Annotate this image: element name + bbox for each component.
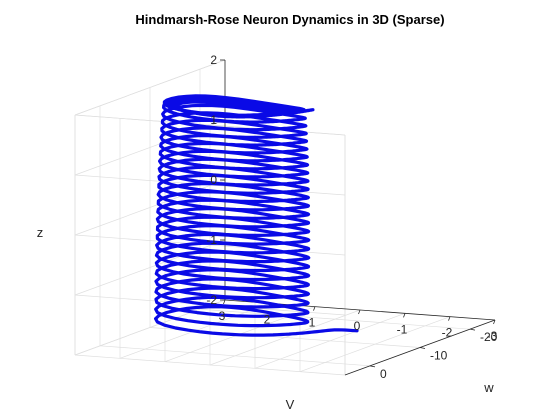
x-tick-label: 1 (309, 316, 316, 330)
x-tick-mark (313, 306, 316, 311)
chart-title: Hindmarsh-Rose Neuron Dynamics in 3D (Sp… (135, 12, 444, 27)
y-tick-label: -10 (430, 349, 448, 363)
y-tick-mark (419, 347, 426, 349)
x-tick-mark (403, 313, 406, 318)
y-tick-mark (469, 328, 476, 331)
z-axis-label: z (37, 225, 44, 240)
x-axis-label: V (286, 397, 295, 412)
x-tick-mark (448, 316, 451, 321)
grid-line-y (99, 345, 371, 367)
z-tick-label: -2 (206, 293, 217, 307)
trajectory-line (154, 94, 359, 337)
x-tick-label: 3 (219, 309, 226, 323)
x-tick-label: 2 (264, 312, 271, 326)
y-tick-label: 0 (380, 367, 387, 381)
z-tick-label: 2 (210, 53, 217, 67)
y-tick-mark (369, 365, 376, 368)
x-tick-label: 0 (354, 319, 361, 333)
x-tick-mark (358, 309, 361, 315)
x-tick-label: -1 (397, 322, 408, 336)
z-tick-label: 0 (210, 173, 217, 187)
x-tick-label: -2 (442, 326, 453, 340)
z-tick-label: 1 (210, 113, 217, 127)
x-tick-mark (223, 299, 226, 305)
z-tick-label: -1 (206, 233, 217, 247)
y-tick-label: -20 (480, 330, 498, 344)
x-tick-mark (493, 319, 496, 325)
box-edge (74, 59, 226, 116)
x-tick-label: -3 (487, 329, 498, 343)
y-axis-label: w (483, 380, 494, 395)
grid-line-y (199, 308, 471, 330)
